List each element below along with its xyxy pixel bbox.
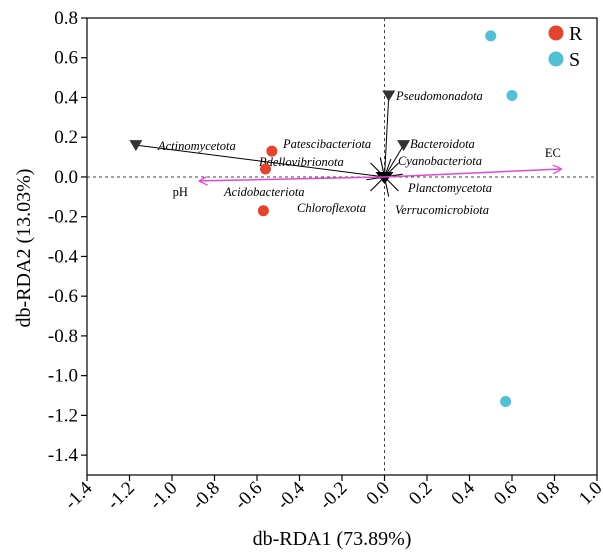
y-tick-label: -0.2 bbox=[48, 207, 78, 228]
y-tick-label: 0.6 bbox=[54, 48, 78, 69]
species-label: Verrucomicrobiota bbox=[395, 203, 489, 217]
env-label-ec: EC bbox=[545, 146, 561, 160]
sample-point-r bbox=[260, 163, 271, 175]
species-arrow bbox=[384, 95, 390, 177]
env-label-ph: pH bbox=[173, 185, 188, 199]
species-arrow bbox=[135, 144, 385, 178]
y-tick-label: 0.2 bbox=[54, 127, 78, 148]
plot-frame bbox=[86, 17, 598, 476]
x-tick-label: 1.0 bbox=[575, 478, 603, 510]
x-tick-label: -1.2 bbox=[103, 478, 139, 514]
plot-area: -1.4 -1.2 -1.0 -0.8 -0.6 -0.4 -0.2 0.0 0.2 0.4 0.6… bbox=[48, 8, 603, 514]
x-tick-label: -0.8 bbox=[188, 478, 224, 514]
env-vector-ec bbox=[384, 169, 561, 178]
x-tick-label: -1.0 bbox=[145, 478, 181, 514]
species-label: Planctomycetota bbox=[407, 181, 492, 195]
species-marker bbox=[382, 90, 396, 102]
x-tick-label: 0.8 bbox=[532, 478, 564, 510]
x-tick-label: 0.0 bbox=[362, 478, 394, 510]
env-vector-ph bbox=[200, 176, 385, 181]
x-axis-title: db-RDA1 (73.89%) bbox=[253, 528, 412, 550]
sample-point-s bbox=[506, 89, 518, 101]
species-label: Cyanobacteriota bbox=[398, 154, 482, 168]
species-label: Chloroflexota bbox=[297, 201, 366, 215]
species-label: Pseudomonadota bbox=[395, 89, 483, 103]
species-cluster-marker bbox=[375, 171, 394, 184]
sample-point-s bbox=[485, 30, 497, 42]
species-label: Bdellovibrionota bbox=[259, 155, 344, 169]
sample-point-s bbox=[500, 395, 512, 407]
y-tick-label: -1.4 bbox=[48, 445, 79, 466]
y-tick-label: 0.0 bbox=[54, 167, 78, 188]
species-marker bbox=[397, 140, 411, 152]
legend-marker-s bbox=[548, 51, 564, 67]
y-tick-label: -0.4 bbox=[48, 246, 79, 267]
y-tick-label: -1.0 bbox=[48, 366, 78, 387]
x-tick-label: 0.4 bbox=[447, 477, 479, 509]
x-tick-label: -0.4 bbox=[273, 477, 309, 513]
y-tick-label: -0.8 bbox=[48, 326, 78, 347]
legend-marker-r bbox=[548, 25, 564, 41]
x-tick-label: -0.2 bbox=[315, 478, 351, 514]
x-tick-label: -1.4 bbox=[60, 477, 96, 513]
legend-label-r: R bbox=[569, 23, 583, 45]
sample-point-r bbox=[257, 205, 269, 217]
species-label: Actinomycetota bbox=[157, 139, 236, 153]
species-label: Acidobacteriota bbox=[223, 185, 305, 199]
y-tick-label: -1.2 bbox=[48, 405, 78, 426]
y-tick-label: -0.6 bbox=[48, 286, 78, 307]
species-label: Bacteroidota bbox=[410, 137, 475, 151]
x-tick-label: -0.6 bbox=[230, 478, 266, 514]
species-label: Patescibacteriota bbox=[282, 137, 371, 151]
y-tick-label: 0.4 bbox=[54, 87, 78, 108]
species-marker bbox=[129, 140, 143, 152]
species-arrow bbox=[384, 144, 405, 178]
x-tick-label: 0.2 bbox=[405, 478, 437, 510]
y-tick-label: 0.8 bbox=[54, 8, 78, 29]
sample-point-r bbox=[266, 145, 278, 157]
legend-label-s: S bbox=[569, 49, 580, 71]
x-tick-label: 0.6 bbox=[490, 478, 522, 510]
y-axis-title: db-RDA2 (13.03%) bbox=[13, 169, 35, 328]
